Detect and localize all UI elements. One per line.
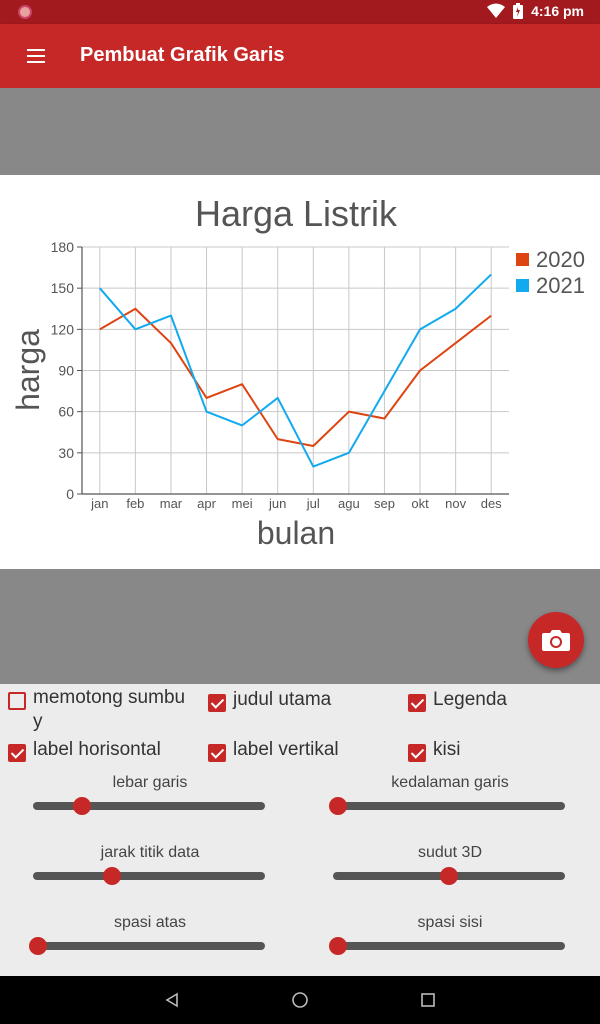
slider-label-lebar-garis: lebar garis [112, 774, 188, 791]
x-tick-label: jan [90, 496, 108, 511]
x-tick-label: agu [338, 496, 360, 511]
navigation-bar [0, 976, 600, 1024]
checkbox-label: Legenda [433, 689, 507, 710]
chart-area: 0 30 60 90 120 150 180 jan feb mar apr mei jun jul agu… [0, 175, 600, 569]
x-tick-label: des [481, 496, 502, 511]
back-icon[interactable] [160, 988, 184, 1012]
line-chart: 0 30 60 90 120 150 180 jan feb mar apr mei jun jul agu… [10, 193, 585, 551]
camera-button[interactable] [528, 612, 584, 668]
recents-icon[interactable] [416, 988, 440, 1012]
y-tick-label: 120 [51, 321, 75, 337]
app-bar: Pembuat Grafik Garis [0, 24, 600, 88]
slider-jarak-titik-data[interactable] [33, 867, 265, 885]
slider-sudut-3d[interactable] [333, 867, 565, 885]
status-bar: 4:16 pm [0, 0, 600, 24]
slider-label-sudut-3d: sudut 3D [417, 844, 483, 861]
slider-spasi-atas[interactable] [28, 937, 265, 955]
x-tick-label: sep [374, 496, 395, 511]
battery-icon [513, 3, 524, 19]
slider-thumb[interactable] [102, 867, 121, 885]
gray-band-top [0, 88, 600, 175]
checkbox-label-horisontal[interactable]: label horisontal [8, 738, 161, 762]
legend-swatch [516, 253, 529, 266]
y-tick-label: 0 [66, 486, 74, 502]
y-tick-label: 90 [58, 363, 74, 379]
checkbox-box[interactable] [208, 744, 226, 762]
y-tick-label: 180 [51, 239, 75, 255]
camera-icon [542, 630, 570, 651]
legend-label: 2020 [536, 247, 585, 272]
checkbox-label: memotong sumbu y [33, 687, 186, 732]
x-tick-label: jul [306, 496, 320, 511]
gray-band-bottom [0, 569, 600, 684]
slider-lebar-garis[interactable] [33, 797, 265, 815]
slider-label-jarak-titik-data: jarak titik data [100, 844, 200, 861]
checkbox-memotong-sumbu-y[interactable]: memotong sumbu y [8, 686, 198, 734]
legend-label: 2021 [536, 273, 585, 298]
x-tick-label: mar [160, 496, 183, 511]
y-tick-label: 60 [58, 404, 74, 420]
x-tick-label: mei [232, 496, 253, 511]
x-axis-label: bulan [257, 515, 335, 551]
x-tick-label: nov [445, 496, 466, 511]
checkbox-legenda[interactable]: Legenda [408, 688, 507, 712]
checkbox-box[interactable] [408, 744, 426, 762]
checkbox-label: label horisontal [33, 739, 161, 760]
checkbox-label-vertikal[interactable]: label vertikal [208, 738, 339, 762]
checkbox-box[interactable] [8, 692, 26, 710]
y-tick-label: 150 [51, 280, 75, 296]
slider-thumb[interactable] [328, 937, 347, 955]
hamburger-icon[interactable] [16, 36, 56, 76]
options-panel: memotong sumbu y judul utama Legenda lab… [0, 684, 600, 976]
status-icons: 4:16 pm [487, 3, 584, 19]
home-icon[interactable] [288, 988, 312, 1012]
series-line-2020 [99, 307, 492, 447]
chart-title: Harga Listrik [195, 193, 398, 234]
legend-swatch [516, 279, 529, 292]
slider-kedalaman-garis[interactable] [328, 797, 565, 815]
x-tick-label: apr [197, 496, 216, 511]
slider-thumb[interactable] [72, 797, 91, 815]
notification-icon [18, 5, 32, 19]
app-title: Pembuat Grafik Garis [80, 44, 285, 66]
x-tick-label: okt [411, 496, 429, 511]
checkbox-kisi[interactable]: kisi [408, 738, 460, 762]
slider-label-spasi-atas: spasi atas [113, 914, 187, 931]
checkbox-box[interactable] [8, 744, 26, 762]
x-tick-label: feb [126, 496, 144, 511]
slider-label-spasi-sisi: spasi sisi [417, 914, 483, 931]
y-tick-label: 30 [58, 445, 74, 461]
checkbox-box[interactable] [208, 694, 226, 712]
series-line-2021 [99, 273, 492, 468]
slider-thumb[interactable] [440, 867, 458, 885]
y-axis-label: harga [10, 329, 46, 411]
status-time: 4:16 pm [531, 3, 584, 19]
x-tick-label: jun [268, 496, 286, 511]
slider-thumb[interactable] [28, 937, 47, 955]
slider-thumb[interactable] [328, 797, 347, 815]
checkbox-judul-utama[interactable]: judul utama [208, 688, 331, 712]
checkbox-label: label vertikal [233, 739, 339, 760]
checkbox-box[interactable] [408, 694, 426, 712]
wifi-icon [487, 3, 506, 18]
checkbox-label: judul utama [233, 689, 332, 710]
slider-spasi-sisi[interactable] [328, 937, 565, 955]
slider-label-kedalaman-garis: kedalaman garis [391, 774, 509, 791]
checkbox-label: kisi [433, 739, 461, 760]
